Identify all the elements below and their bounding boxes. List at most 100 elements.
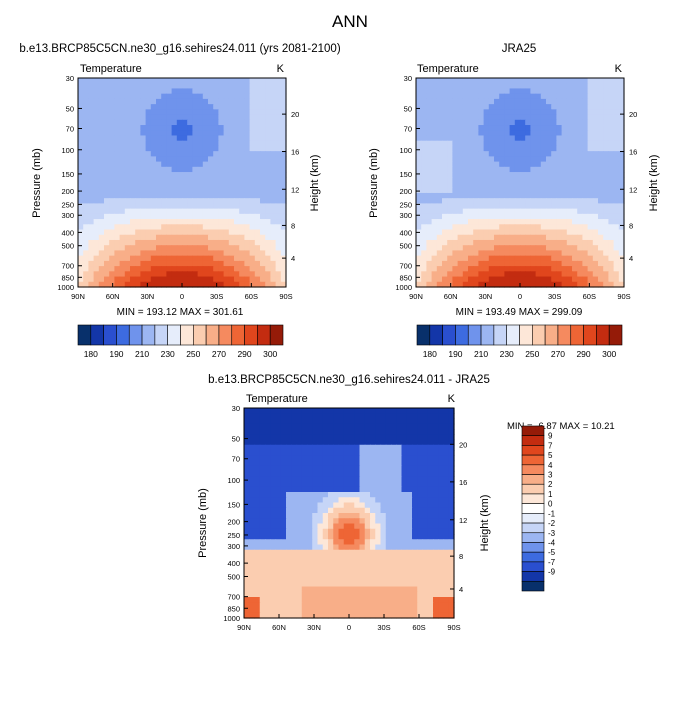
field-cell	[468, 214, 474, 220]
field-cell	[213, 261, 219, 267]
field-cell	[608, 209, 614, 215]
field-cell	[302, 576, 308, 582]
field-cell	[312, 576, 318, 582]
field-cell	[270, 203, 276, 209]
field-cell	[504, 224, 510, 230]
field-cell	[323, 497, 329, 503]
field-cell	[438, 482, 444, 488]
field-cell	[504, 188, 510, 194]
field-cell	[114, 172, 120, 178]
lat-tick-label: 30S	[210, 292, 223, 301]
colorbar-label: 180	[423, 349, 437, 359]
field-cell	[510, 193, 516, 199]
field-cell	[182, 151, 188, 157]
field-cell	[94, 88, 100, 94]
field-cell	[83, 271, 89, 277]
field-cell	[229, 271, 235, 277]
field-cell	[444, 419, 450, 425]
field-cell	[265, 94, 271, 100]
field-cell	[572, 125, 578, 131]
field-cell	[423, 461, 429, 467]
field-cell	[432, 183, 438, 189]
field-cell	[104, 198, 110, 204]
field-cell	[444, 571, 450, 577]
field-cell	[78, 94, 84, 100]
field-cell	[333, 408, 339, 414]
field-cell	[276, 94, 282, 100]
field-cell	[78, 146, 84, 152]
field-cell	[478, 78, 484, 84]
field-cell	[286, 592, 292, 598]
field-cell	[276, 482, 282, 488]
field-cell	[302, 440, 308, 446]
field-cell	[370, 413, 376, 419]
field-cell	[208, 183, 214, 189]
field-cell	[265, 581, 271, 587]
field-cell	[234, 235, 240, 241]
field-cell	[433, 608, 439, 614]
field-cell	[265, 177, 271, 183]
field-cell	[244, 88, 250, 94]
field-cell	[151, 162, 157, 168]
field-cell	[260, 266, 266, 272]
field-cell	[572, 277, 578, 283]
field-cell	[536, 240, 542, 246]
field-cell	[360, 424, 366, 430]
field-cell	[551, 193, 557, 199]
field-cell	[114, 183, 120, 189]
field-cell	[588, 235, 594, 241]
field-cell	[478, 203, 484, 209]
field-cell	[218, 250, 224, 256]
field-cell	[562, 167, 568, 173]
field-cell	[265, 434, 271, 440]
field-cell	[375, 413, 381, 419]
field-cell	[192, 172, 198, 178]
field-cell	[562, 135, 568, 141]
field-cell	[312, 571, 318, 577]
field-cell	[437, 203, 443, 209]
field-cell	[229, 256, 235, 262]
field-cell	[224, 99, 230, 105]
field-cell	[218, 120, 224, 126]
field-cell	[407, 550, 413, 556]
field-cell	[530, 261, 536, 267]
field-cell	[551, 245, 557, 251]
field-cell	[536, 277, 542, 283]
field-cell	[416, 219, 422, 225]
field-cell	[255, 198, 261, 204]
field-cell	[499, 151, 505, 157]
field-cell	[83, 198, 89, 204]
field-cell	[494, 219, 500, 225]
field-cell	[494, 99, 500, 105]
field-cell	[407, 476, 413, 482]
field-cell	[213, 78, 219, 84]
field-cell	[541, 99, 547, 105]
field-cell	[270, 524, 276, 530]
field-cell	[265, 497, 271, 503]
field-cell	[499, 198, 505, 204]
field-cell	[249, 508, 255, 514]
field-cell	[551, 177, 557, 183]
field-cell	[447, 94, 453, 100]
field-cell	[391, 497, 397, 503]
field-cell	[276, 277, 282, 283]
field-cell	[551, 94, 557, 100]
field-cell	[603, 277, 609, 283]
field-cell	[281, 581, 287, 587]
field-cell	[104, 193, 110, 199]
field-cell	[598, 104, 604, 110]
field-cell	[598, 209, 604, 215]
field-cell	[177, 120, 183, 126]
field-cell	[520, 183, 526, 189]
field-cell	[396, 440, 402, 446]
field-cell	[593, 167, 599, 173]
field-cell	[161, 162, 167, 168]
field-cell	[224, 203, 230, 209]
field-cell	[203, 240, 209, 246]
field-cell	[614, 120, 620, 126]
field-cell	[94, 219, 100, 225]
field-cell	[104, 250, 110, 256]
field-cell	[333, 476, 339, 482]
field-cell	[577, 94, 583, 100]
field-cell	[402, 550, 408, 556]
